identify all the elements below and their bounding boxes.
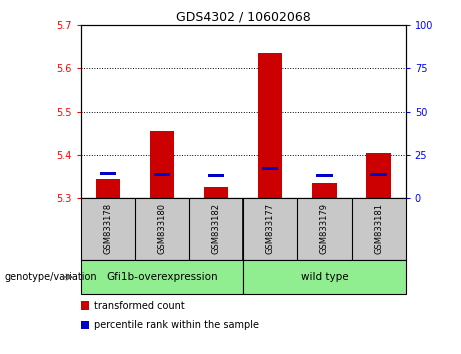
Text: GSM833177: GSM833177 bbox=[266, 203, 275, 254]
Bar bbox=[150, 131, 174, 198]
Bar bbox=[258, 53, 283, 198]
Text: percentile rank within the sample: percentile rank within the sample bbox=[94, 320, 259, 330]
FancyBboxPatch shape bbox=[81, 260, 243, 294]
Bar bbox=[204, 187, 228, 198]
Text: Gfi1b-overexpression: Gfi1b-overexpression bbox=[106, 272, 218, 282]
Text: GSM833179: GSM833179 bbox=[320, 203, 329, 254]
Title: GDS4302 / 10602068: GDS4302 / 10602068 bbox=[176, 11, 311, 24]
Bar bbox=[95, 179, 120, 198]
Text: GSM833182: GSM833182 bbox=[212, 203, 221, 254]
Bar bbox=[371, 173, 387, 176]
FancyBboxPatch shape bbox=[243, 260, 406, 294]
Bar bbox=[262, 167, 278, 170]
Text: transformed count: transformed count bbox=[94, 301, 184, 310]
Text: GSM833181: GSM833181 bbox=[374, 203, 383, 254]
Text: GSM833180: GSM833180 bbox=[157, 203, 166, 254]
Text: GSM833178: GSM833178 bbox=[103, 203, 112, 254]
Text: wild type: wild type bbox=[301, 272, 348, 282]
Bar bbox=[154, 173, 170, 176]
Bar bbox=[312, 183, 337, 198]
Bar bbox=[316, 175, 332, 177]
Text: genotype/variation: genotype/variation bbox=[5, 272, 97, 282]
Bar bbox=[100, 172, 116, 175]
Bar bbox=[208, 175, 224, 177]
Bar bbox=[366, 153, 391, 198]
